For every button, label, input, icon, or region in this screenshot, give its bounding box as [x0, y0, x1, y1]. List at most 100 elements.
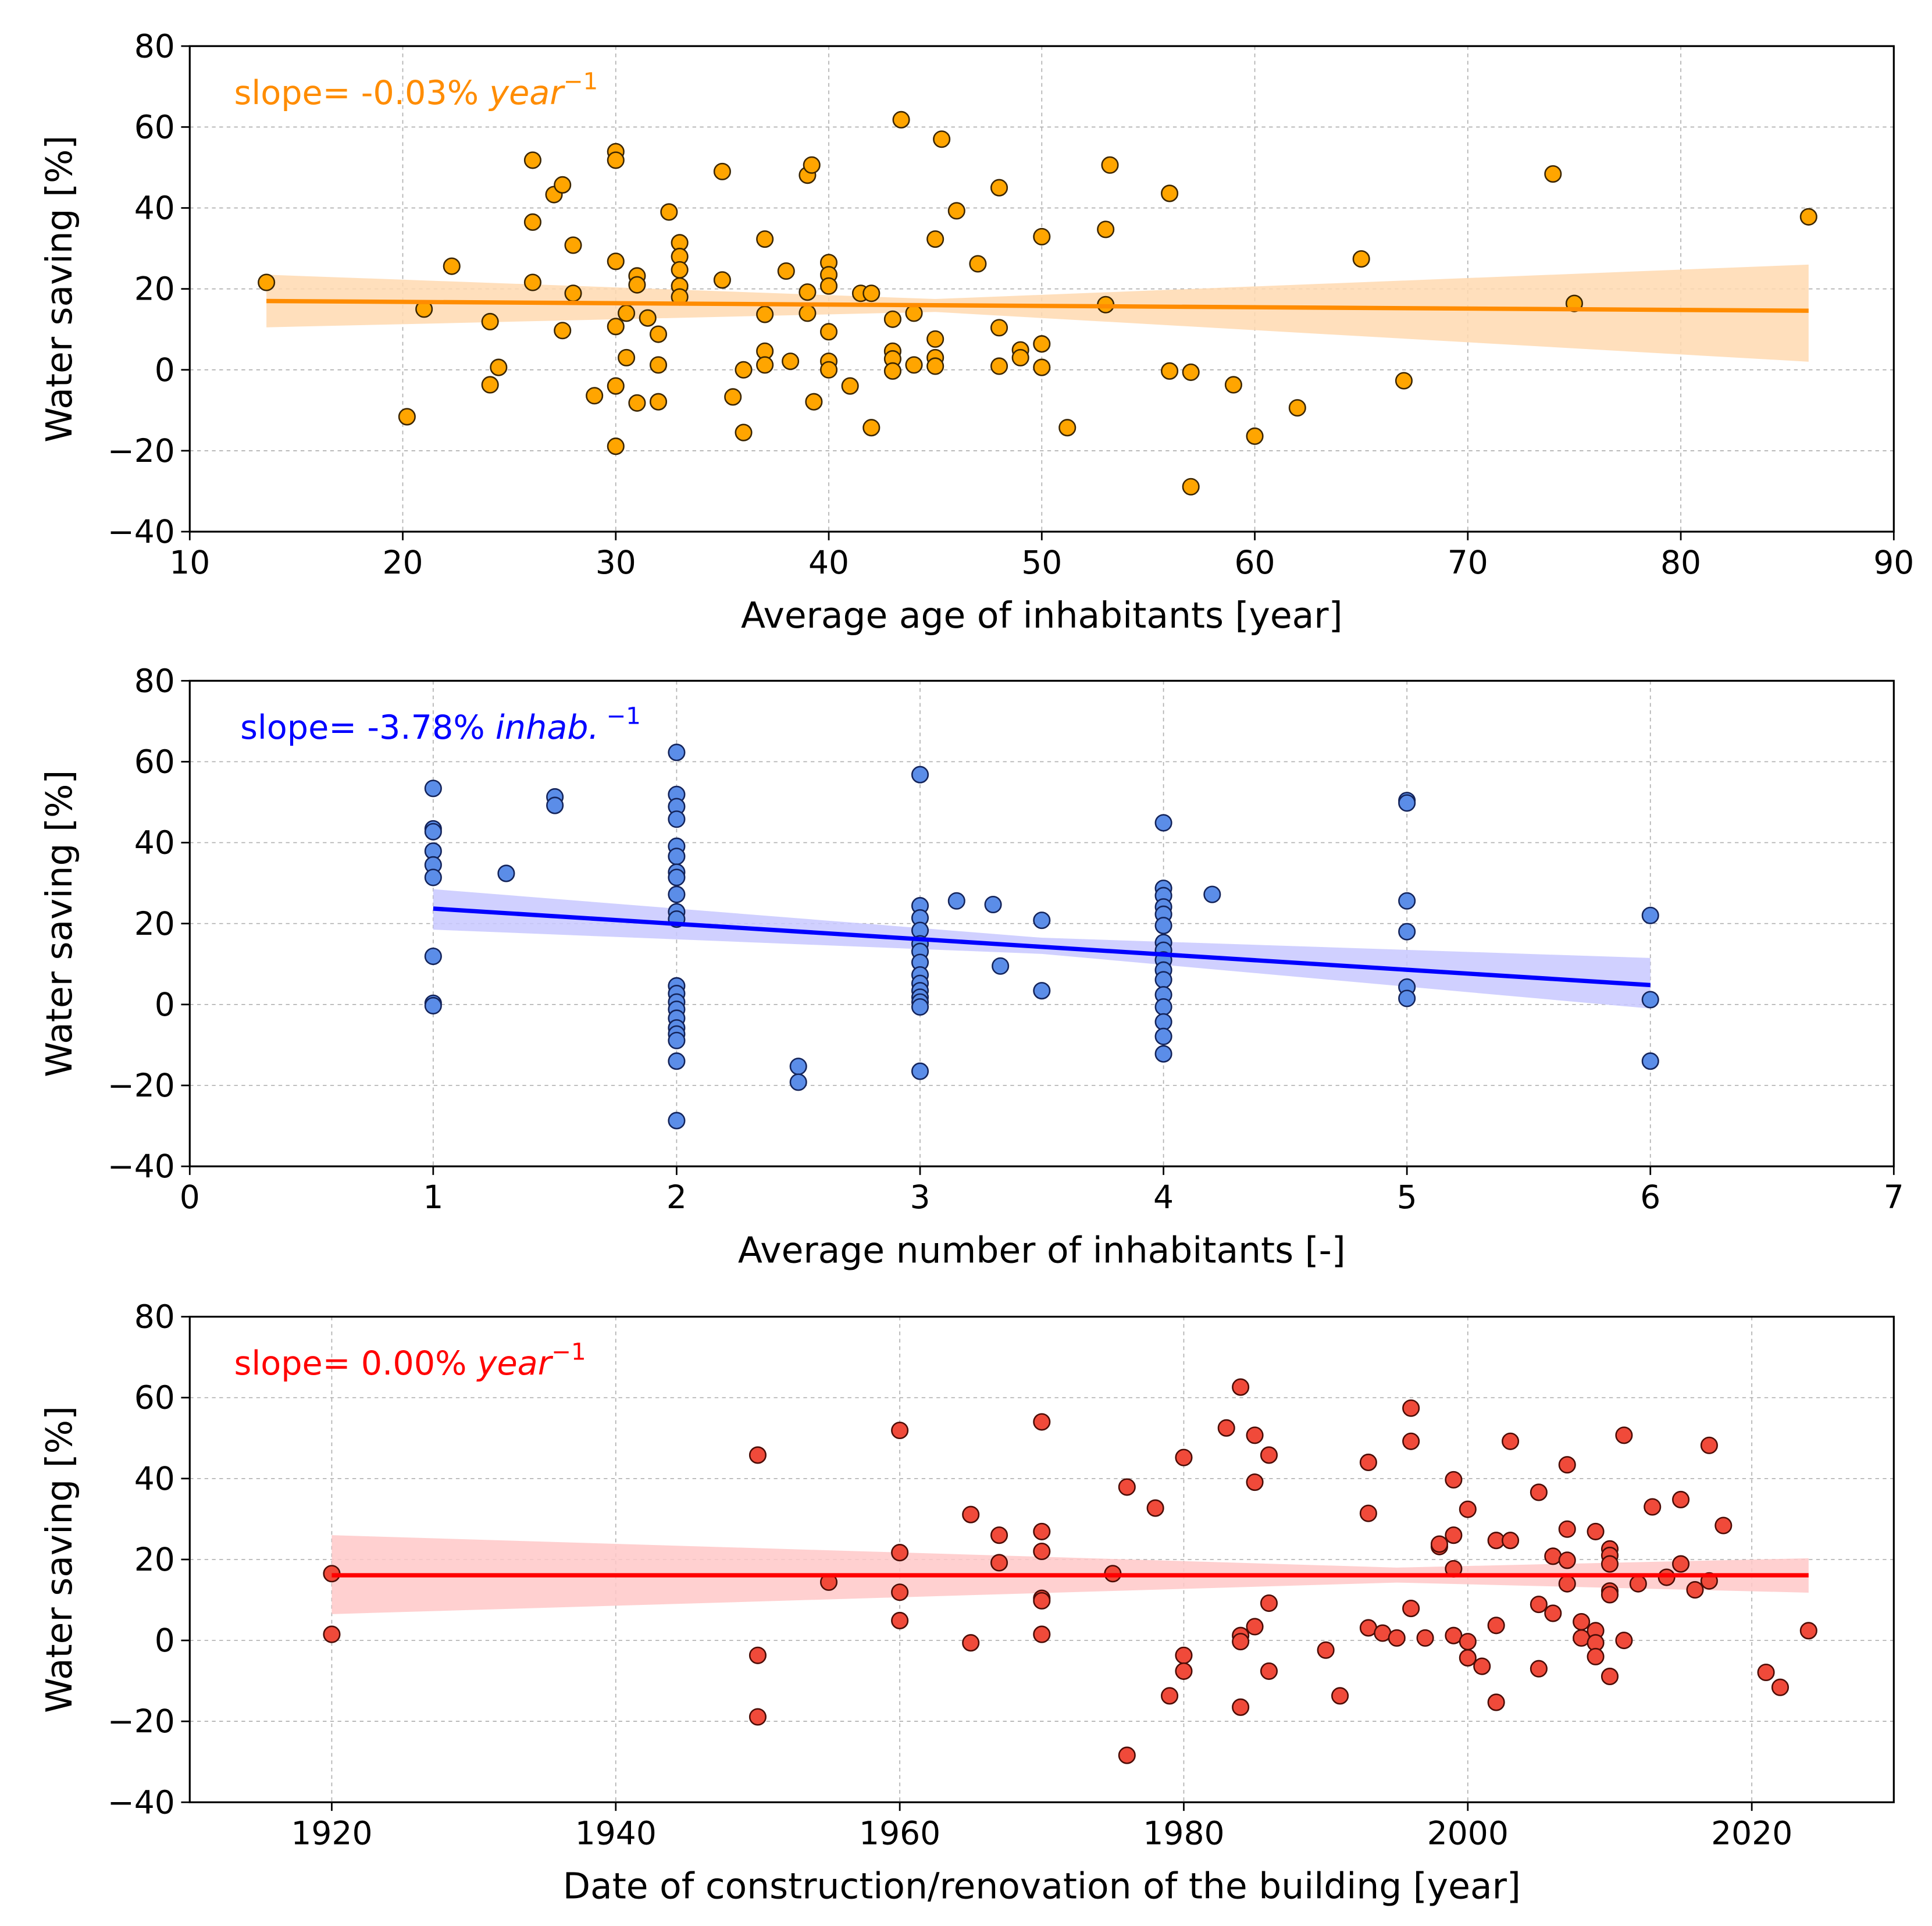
x-tick-label: 4 [1153, 1179, 1174, 1216]
data-point [1641, 1052, 1659, 1070]
data-point [424, 996, 442, 1014]
data-point [668, 848, 686, 866]
data-point [992, 957, 1010, 975]
data-point [564, 284, 582, 302]
data-point [1641, 991, 1659, 1009]
x-tick-label: 0 [180, 1179, 200, 1216]
confidence-band [266, 264, 1809, 362]
data-point [1398, 794, 1416, 812]
data-point [1154, 1045, 1172, 1063]
slope-exponent: −1 [551, 1339, 586, 1366]
data-point [1672, 1555, 1690, 1573]
data-point [607, 437, 625, 455]
data-point [905, 356, 923, 374]
data-point [1558, 1520, 1576, 1538]
y-tick-label: −20 [108, 432, 175, 469]
data-point [628, 276, 646, 294]
y-tick-label: 0 [155, 351, 175, 389]
data-point [1246, 427, 1264, 445]
data-point [990, 319, 1008, 337]
data-point [668, 743, 686, 761]
data-point [1033, 227, 1051, 245]
slope-text: slope= -0.03% [234, 74, 490, 112]
data-point [990, 1554, 1008, 1572]
data-point [443, 257, 461, 275]
y-tick-label: −40 [108, 1148, 175, 1185]
data-point [962, 1505, 980, 1523]
data-point [668, 1112, 686, 1130]
data-point [1558, 1456, 1576, 1474]
data-point [1402, 1399, 1420, 1417]
data-point [799, 283, 817, 301]
data-point [1445, 1526, 1463, 1544]
data-point [1672, 1490, 1690, 1509]
x-tick-label: 90 [1873, 544, 1914, 581]
data-point [724, 388, 742, 406]
x-tick-label: 1 [423, 1179, 443, 1216]
data-point [1331, 1687, 1349, 1705]
data-point [618, 348, 636, 366]
data-point [481, 312, 499, 331]
data-point [1644, 1498, 1662, 1516]
data-point [1161, 1687, 1179, 1705]
data-point [962, 1634, 980, 1652]
data-point [990, 1526, 1008, 1544]
y-tick-label: −20 [108, 1067, 175, 1104]
data-point [1033, 1542, 1051, 1561]
x-tick-label: 20 [382, 544, 423, 581]
data-point [1799, 1622, 1817, 1640]
x-tick-label: 40 [808, 544, 849, 581]
y-tick-label: 20 [134, 1541, 175, 1578]
slope-exponent: −1 [599, 703, 641, 729]
data-point [799, 304, 817, 322]
y-axis-label: Water saving [%] [39, 136, 80, 443]
data-point [841, 377, 859, 395]
y-axis-label: Water saving [%] [39, 1406, 80, 1713]
data-point [892, 111, 910, 129]
data-point [748, 1708, 767, 1726]
data-point [756, 230, 774, 248]
y-tick-label: 40 [134, 824, 175, 861]
data-point [1430, 1535, 1449, 1553]
y-tick-label: 60 [134, 1379, 175, 1416]
data-point [668, 1031, 686, 1049]
slope-text: slope= 0.00% [234, 1344, 477, 1383]
y-tick-label: 20 [134, 905, 175, 942]
data-point [668, 868, 686, 887]
data-point [586, 387, 604, 405]
data-point [1558, 1575, 1576, 1593]
data-point [883, 310, 901, 328]
data-point [713, 162, 731, 180]
data-point [1544, 1604, 1562, 1622]
x-axis-label: Average number of inhabitants [-] [738, 1230, 1346, 1271]
data-point [1011, 348, 1029, 366]
x-tick-label: 2000 [1427, 1814, 1509, 1852]
data-point [1232, 1698, 1250, 1716]
y-tick-label: 0 [155, 1622, 175, 1659]
regression-line [266, 298, 1809, 313]
data-point [1246, 1426, 1264, 1444]
data-point [1799, 208, 1817, 226]
regression-line [433, 906, 1651, 988]
data-point [1615, 1426, 1633, 1444]
slope-text: slope= -3.78% [240, 709, 496, 747]
data-point [911, 998, 929, 1016]
slope-unit: year [476, 1344, 554, 1383]
slope-annotation: slope= -3.78% inhab. −1 [240, 703, 641, 746]
subplot-1: 10 20 30 40 50 60 70 80 90 −40 −20 0 20 40 60 80 slope= … [39, 27, 1914, 636]
x-axis-label: Date of construction/renovation of the b… [563, 1866, 1521, 1907]
data-point [1544, 165, 1562, 183]
data-point [789, 1058, 807, 1076]
data-point [789, 1073, 807, 1091]
data-point [668, 1052, 686, 1070]
data-point [481, 376, 499, 394]
data-point [1146, 1499, 1164, 1517]
data-point [398, 408, 416, 426]
data-point [424, 823, 442, 841]
data-point [649, 393, 668, 411]
data-point [1232, 1378, 1250, 1396]
data-point [1203, 885, 1221, 903]
data-point [1573, 1612, 1591, 1631]
data-point [639, 309, 657, 327]
data-point [1398, 923, 1416, 941]
